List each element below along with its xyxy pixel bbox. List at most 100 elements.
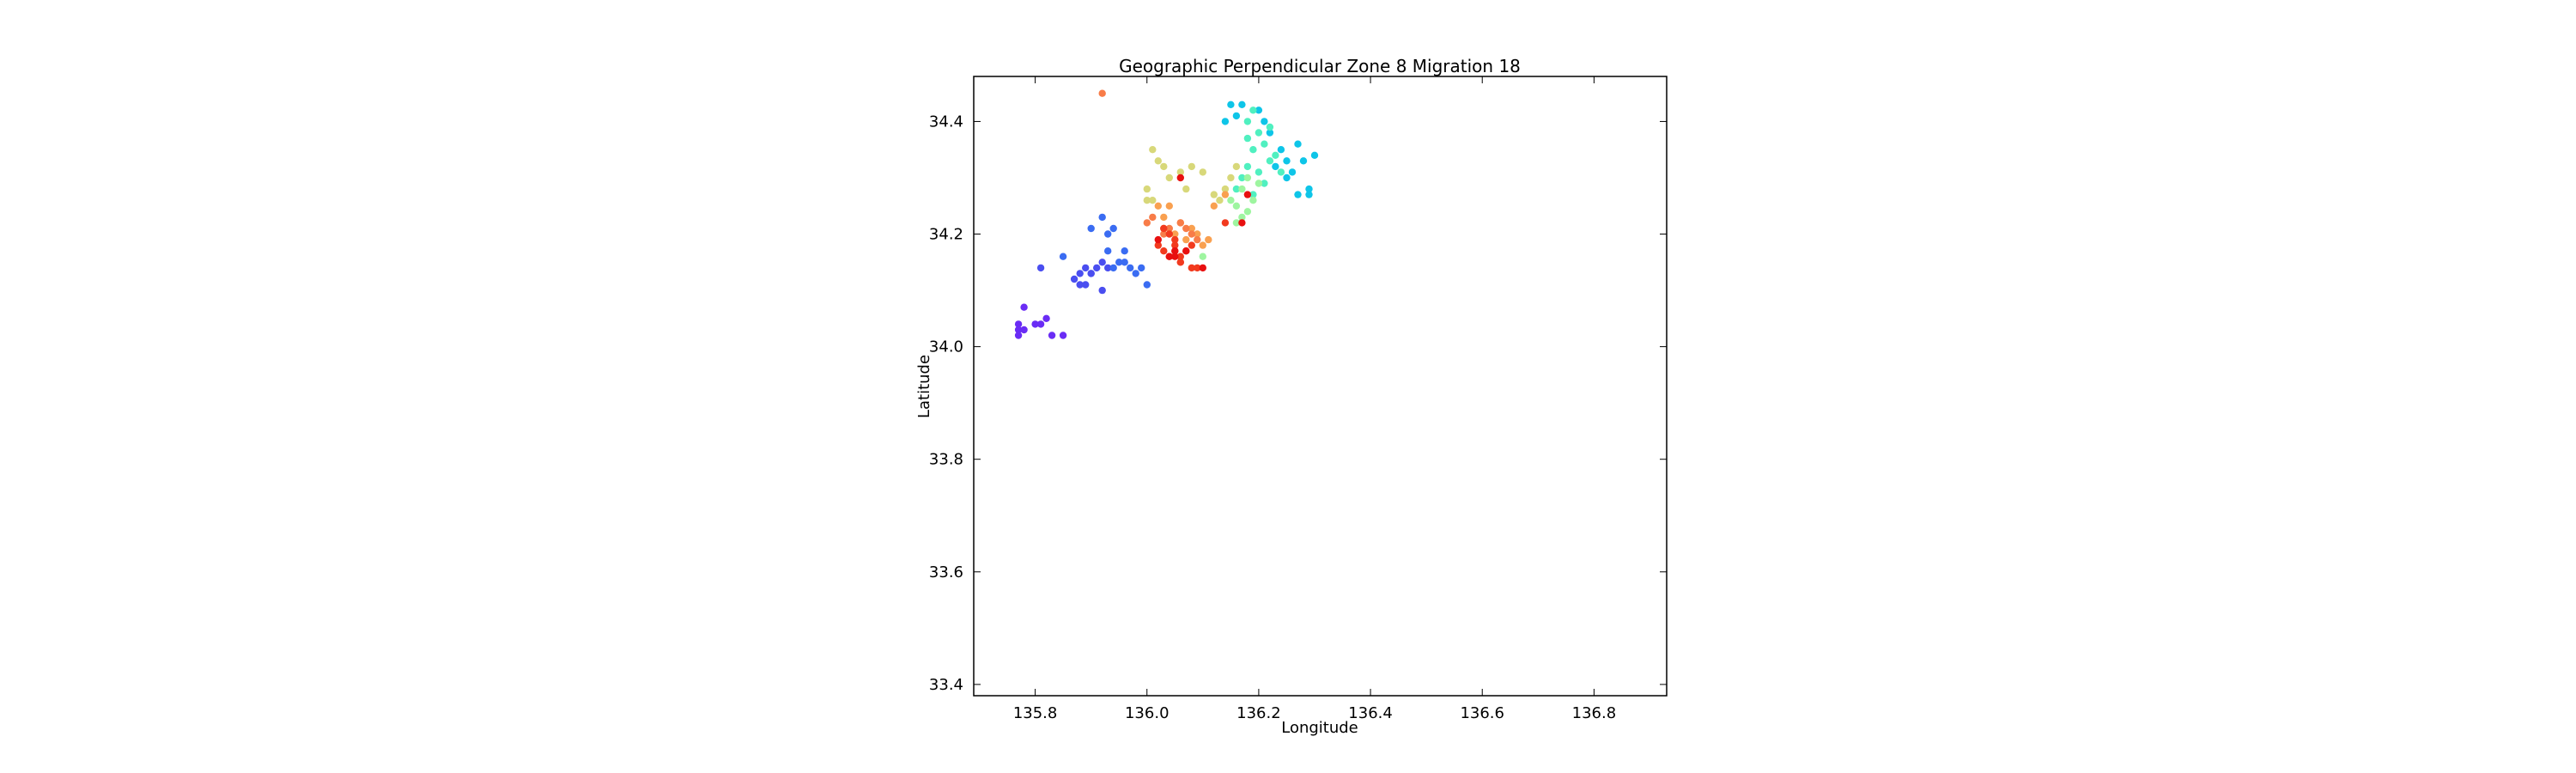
- data-point: [1199, 264, 1207, 272]
- data-point: [1109, 264, 1117, 272]
- data-point: [1238, 213, 1246, 222]
- data-point: [1093, 264, 1101, 272]
- data-point: [1171, 241, 1179, 249]
- data-point: [1182, 235, 1190, 244]
- y-tick-label: 33.8: [929, 451, 963, 469]
- data-point: [1272, 162, 1279, 171]
- data-point: [1255, 168, 1263, 176]
- data-point: [1149, 213, 1157, 222]
- data-point: [1261, 118, 1268, 125]
- data-point: [1109, 224, 1117, 233]
- data-point: [1249, 197, 1257, 204]
- data-point: [1087, 224, 1095, 233]
- data-point: [1255, 129, 1263, 137]
- data-point: [1194, 235, 1201, 244]
- data-point: [1154, 235, 1163, 244]
- data-point: [1098, 286, 1106, 295]
- data-point: [1283, 157, 1291, 165]
- data-point: [1165, 173, 1174, 182]
- data-point: [1014, 320, 1023, 328]
- y-tick-label: 33.4: [929, 676, 963, 694]
- data-point: [1160, 224, 1168, 233]
- plot-area-frame: [973, 76, 1668, 697]
- data-point: [1165, 253, 1174, 260]
- data-point: [1076, 281, 1084, 289]
- data-point: [1221, 219, 1230, 227]
- data-point: [1227, 173, 1235, 182]
- data-point: [1165, 230, 1174, 238]
- data-point: [1188, 264, 1196, 272]
- data-point: [1261, 140, 1268, 148]
- data-point: [1098, 89, 1106, 97]
- data-point: [1014, 326, 1023, 334]
- data-point: [1232, 202, 1241, 210]
- data-point: [1138, 264, 1145, 272]
- data-point: [1261, 180, 1268, 187]
- data-point: [1238, 219, 1246, 227]
- data-point: [1305, 185, 1313, 193]
- x-axis-ticks: 135.8 136.0 136.2 136.4 136.6 136.8: [1013, 76, 1616, 722]
- data-point: [1238, 173, 1246, 182]
- data-point: [1221, 191, 1230, 198]
- data-point: [1020, 326, 1028, 334]
- data-point: [1143, 281, 1151, 289]
- data-point: [1176, 168, 1185, 176]
- data-point: [1104, 230, 1112, 238]
- data-point: [1104, 264, 1112, 272]
- data-point: [1036, 264, 1045, 272]
- data-point: [1121, 259, 1128, 266]
- data-point: [1036, 320, 1045, 328]
- data-point: [1255, 107, 1263, 114]
- data-point: [1160, 162, 1168, 171]
- data-point: [1154, 241, 1163, 249]
- data-point: [1232, 185, 1241, 193]
- data-point: [1277, 146, 1285, 154]
- data-point: [1221, 185, 1230, 193]
- y-tick-label: 34.0: [929, 338, 963, 356]
- data-point: [1115, 259, 1123, 266]
- data-point: [1160, 230, 1168, 238]
- data-point: [1182, 224, 1190, 233]
- data-point: [1232, 112, 1241, 120]
- data-point: [1087, 270, 1095, 277]
- data-point: [1160, 213, 1168, 222]
- data-point: [1199, 253, 1207, 260]
- data-point: [1127, 264, 1134, 272]
- data-point: [1082, 281, 1090, 289]
- data-point: [1171, 230, 1179, 238]
- data-point: [1199, 168, 1207, 176]
- data-point: [1288, 168, 1297, 176]
- data-point: [1249, 146, 1257, 154]
- data-point: [1098, 259, 1106, 266]
- data-point: [1243, 173, 1252, 182]
- data-point: [1070, 275, 1078, 283]
- data-point: [1076, 270, 1084, 277]
- data-point: [1243, 134, 1252, 143]
- data-point: [1059, 253, 1067, 260]
- data-point: [1305, 191, 1313, 198]
- data-point: [1216, 197, 1224, 204]
- data-point: [1048, 332, 1056, 339]
- x-tick-label: 136.0: [1125, 704, 1170, 722]
- data-point: [1205, 235, 1212, 244]
- data-point: [1210, 202, 1218, 210]
- y-axis-label: Latitude: [915, 355, 933, 418]
- data-point: [1031, 320, 1039, 328]
- data-point: [1227, 100, 1235, 109]
- data-point: [1082, 264, 1090, 272]
- data-point: [1232, 219, 1241, 227]
- data-point: [1149, 197, 1157, 204]
- data-point: [1171, 253, 1179, 260]
- data-point: [1020, 303, 1028, 311]
- data-point: [1176, 259, 1185, 266]
- data-point: [1176, 253, 1185, 260]
- data-point: [1238, 100, 1246, 109]
- data-point: [1243, 191, 1252, 198]
- data-point: [1310, 151, 1319, 159]
- data-point: [1199, 241, 1207, 249]
- data-point: [1232, 162, 1241, 171]
- x-tick-label: 136.6: [1460, 704, 1504, 722]
- data-point: [1188, 224, 1196, 233]
- data-point: [1014, 332, 1023, 339]
- data-point: [1294, 191, 1302, 198]
